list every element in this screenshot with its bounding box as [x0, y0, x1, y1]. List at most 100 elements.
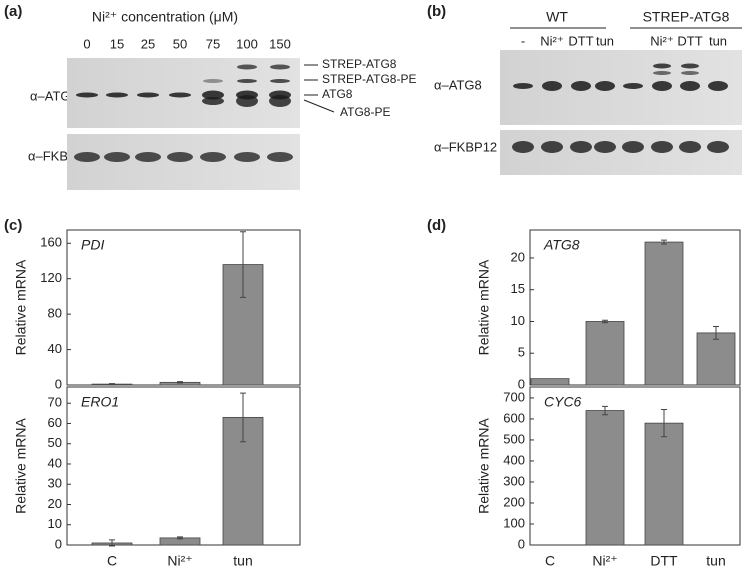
- band: [106, 92, 128, 98]
- bar: [585, 321, 625, 386]
- antibody-label: α–FKBP12: [434, 139, 497, 154]
- y-tick-label: 30: [48, 476, 62, 491]
- antibody-label: α–ATG8: [434, 77, 482, 92]
- band-label: ATG8-PE: [340, 105, 390, 119]
- lane-label: 150: [269, 36, 291, 51]
- bar: [644, 422, 684, 546]
- blot-title: Ni²⁺ concentration (μM): [92, 9, 238, 25]
- y-tick-label: 60: [48, 415, 62, 430]
- lane-label: DTT: [677, 33, 702, 48]
- gene-label: ATG8: [543, 237, 580, 253]
- x-tick-label: tun: [706, 553, 725, 569]
- y-tick-label: 40: [48, 341, 62, 356]
- band: [681, 63, 699, 69]
- y-tick-label: 600: [503, 410, 525, 425]
- band: [541, 141, 563, 153]
- y-tick-label: 10: [511, 313, 525, 328]
- blot: [500, 50, 742, 125]
- band: [570, 141, 592, 153]
- y-tick-label: 40: [48, 455, 62, 470]
- error-bar: [661, 408, 667, 438]
- band: [679, 141, 701, 153]
- y-tick-label: 0: [55, 536, 62, 551]
- blot: [67, 134, 300, 190]
- band: [269, 95, 291, 107]
- band-label: ATG8: [322, 87, 353, 101]
- band: [513, 83, 533, 89]
- band: [680, 81, 700, 91]
- y-tick-label: 700: [503, 389, 525, 404]
- y-tick-label: 400: [503, 452, 525, 467]
- y-tick-label: 200: [503, 494, 525, 509]
- lane-label: tun: [596, 33, 614, 48]
- x-tick-label: Ni²⁺: [167, 553, 192, 569]
- y-tick-label: 500: [503, 431, 525, 446]
- band: [594, 141, 616, 153]
- band: [708, 81, 728, 91]
- band: [236, 95, 258, 107]
- y-axis-label: Relative mRNA: [13, 259, 29, 355]
- y-tick-label: 120: [40, 270, 62, 285]
- y-axis-label: Relative mRNA: [13, 418, 29, 514]
- lane-label: 0: [83, 36, 90, 51]
- x-tick-label: tun: [233, 553, 252, 569]
- y-tick-label: 100: [503, 515, 525, 530]
- band: [270, 64, 290, 70]
- y-axis-label: Relative mRNA: [476, 259, 492, 355]
- gene-label: CYC6: [544, 394, 582, 410]
- band: [137, 92, 159, 98]
- band: [653, 71, 671, 75]
- error-bar: [109, 383, 115, 386]
- error-bar: [240, 392, 246, 443]
- y-tick-label: 50: [48, 435, 62, 450]
- lane-label: 75: [206, 36, 220, 51]
- gene-label: PDI: [81, 237, 104, 253]
- band: [169, 92, 191, 98]
- y-tick-label: 70: [48, 395, 62, 410]
- band: [571, 81, 591, 91]
- y-tick-label: 10: [48, 516, 62, 531]
- band: [270, 79, 290, 83]
- group-label: WT: [546, 9, 568, 25]
- y-tick-label: 20: [511, 249, 525, 264]
- lane-label: Ni²⁺: [540, 33, 563, 48]
- band: [104, 152, 130, 162]
- band-label: STREP-ATG8: [322, 57, 397, 71]
- bar: [530, 378, 570, 386]
- x-tick-label: Ni²⁺: [592, 553, 617, 569]
- lane-label: DTT: [568, 33, 593, 48]
- plot-frame: [529, 229, 741, 386]
- blot: [500, 130, 742, 175]
- y-axis-label: Relative mRNA: [476, 418, 492, 514]
- y-tick-label: 300: [503, 473, 525, 488]
- band: [135, 152, 161, 162]
- lane-label: 50: [173, 36, 187, 51]
- error-bar: [602, 405, 608, 416]
- lane-label: Ni²⁺: [650, 33, 673, 48]
- y-tick-label: 5: [518, 345, 525, 360]
- plot-frame: [529, 386, 741, 546]
- band: [542, 81, 562, 91]
- x-tick-label: C: [545, 553, 555, 569]
- band: [512, 141, 534, 153]
- bar: [585, 410, 625, 546]
- y-tick-label: 20: [48, 496, 62, 511]
- band-pointers: [303, 64, 335, 113]
- lane-label: 15: [110, 36, 124, 51]
- y-tick-label: 15: [511, 281, 525, 296]
- band: [234, 152, 260, 162]
- gene-label: ERO1: [81, 394, 119, 410]
- lane-label: -: [521, 33, 525, 48]
- error-bar: [240, 231, 246, 298]
- band: [237, 79, 257, 83]
- panel-label: (c): [4, 217, 22, 234]
- band-label: STREP-ATG8-PE: [322, 72, 416, 86]
- antibody-label: α–ATG8: [30, 88, 78, 103]
- band: [76, 92, 98, 98]
- bar: [696, 332, 736, 386]
- band: [74, 152, 100, 162]
- band: [652, 81, 672, 91]
- band: [681, 71, 699, 75]
- panel-label: (b): [427, 3, 446, 20]
- band: [267, 152, 293, 162]
